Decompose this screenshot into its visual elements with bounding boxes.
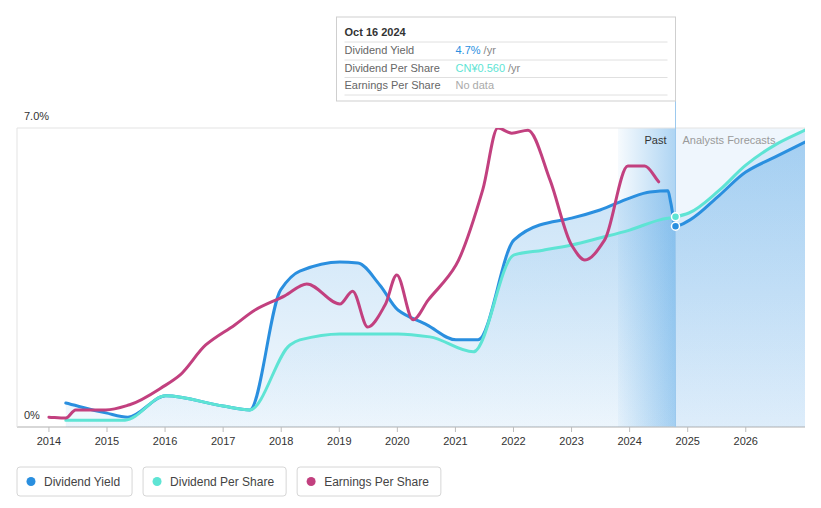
legend-box[interactable] bbox=[143, 467, 286, 496]
legend-swatch bbox=[27, 477, 36, 486]
x-tick bbox=[339, 427, 340, 432]
tooltip-unit: /yr bbox=[484, 44, 497, 56]
tooltip-separator bbox=[345, 42, 668, 43]
x-tick-label: 2015 bbox=[95, 435, 119, 447]
y-axis bbox=[17, 128, 18, 427]
x-tick-label: 2023 bbox=[559, 435, 583, 447]
tooltip-value-text: No data bbox=[456, 79, 495, 91]
x-tick-label: 2025 bbox=[675, 435, 699, 447]
series-line bbox=[49, 128, 659, 418]
x-tick bbox=[629, 427, 630, 432]
legend-item[interactable]: Earnings Per Share bbox=[297, 467, 441, 496]
tooltip-value-text: 4.7% bbox=[456, 44, 481, 56]
tooltip-separator bbox=[345, 95, 668, 96]
x-tick-label: 2017 bbox=[211, 435, 235, 447]
x-tick-label: 2020 bbox=[385, 435, 409, 447]
x-tick bbox=[107, 427, 108, 432]
tooltip: Oct 16 2024Dividend Yield4.7%/yrDividend… bbox=[337, 17, 676, 101]
tooltip-label: Dividend Yield bbox=[345, 44, 415, 56]
y-tick-label: 0% bbox=[24, 409, 40, 421]
legend-swatch bbox=[153, 477, 162, 486]
tooltip-label: Dividend Per Share bbox=[345, 62, 440, 74]
hover-dot bbox=[672, 213, 680, 221]
legend-item[interactable]: Dividend Per Share bbox=[143, 467, 286, 496]
tooltip-value-text: CN¥0.560 bbox=[456, 62, 506, 74]
tooltip-box bbox=[337, 17, 676, 101]
x-tick bbox=[223, 427, 224, 432]
hover-dot bbox=[672, 222, 680, 230]
x-tick-label: 2016 bbox=[153, 435, 177, 447]
legend-box[interactable] bbox=[17, 467, 132, 496]
x-tick bbox=[745, 427, 746, 432]
annotation-label: Analysts Forecasts bbox=[683, 134, 776, 146]
grid-line bbox=[17, 128, 805, 129]
lines bbox=[49, 128, 805, 420]
tooltip-label: Earnings Per Share bbox=[345, 79, 441, 91]
x-tick-label: 2022 bbox=[501, 435, 525, 447]
x-tick bbox=[281, 427, 282, 432]
x-tick bbox=[455, 427, 456, 432]
legend-box[interactable] bbox=[297, 467, 441, 496]
legend-item[interactable]: Dividend Yield bbox=[17, 467, 132, 496]
legend-label: Earnings Per Share bbox=[324, 475, 429, 489]
tooltip-separator bbox=[345, 60, 668, 61]
x-tick-label: 2024 bbox=[617, 435, 641, 447]
marks bbox=[49, 128, 805, 427]
chart: 0% 7.0% 2014 2015 2016 2017 2018 2019 2020 2021 20… bbox=[0, 0, 821, 508]
legend-label: Dividend Yield bbox=[44, 475, 120, 489]
x-tick-label: 2021 bbox=[443, 435, 467, 447]
x-tick bbox=[48, 427, 49, 432]
x-tick-label: 2026 bbox=[734, 435, 758, 447]
x-tick bbox=[687, 427, 688, 432]
legend-label: Dividend Per Share bbox=[170, 475, 274, 489]
x-tick bbox=[397, 427, 398, 432]
tooltip-value: No data bbox=[456, 79, 495, 91]
legend-swatch bbox=[307, 477, 316, 486]
area-fill bbox=[66, 130, 805, 427]
tooltip-value: CN¥0.560/yr bbox=[456, 62, 521, 74]
y-tick-label: 7.0% bbox=[24, 110, 49, 122]
x-tick bbox=[571, 427, 572, 432]
tooltip-separator bbox=[345, 77, 668, 78]
x-tick-label: 2019 bbox=[327, 435, 351, 447]
tooltip-unit: /yr bbox=[508, 62, 521, 74]
tooltip-title: Oct 16 2024 bbox=[345, 26, 407, 38]
area-fills bbox=[66, 130, 805, 427]
x-tick-label: 2018 bbox=[269, 435, 293, 447]
legend: Dividend Yield Dividend Per Share Earnings… bbox=[17, 467, 441, 496]
x-tick-label: 2014 bbox=[37, 435, 61, 447]
tooltip-value: 4.7%/yr bbox=[456, 44, 497, 56]
x-tick bbox=[513, 427, 514, 432]
annotation-label: Past bbox=[644, 134, 666, 146]
x-tick bbox=[165, 427, 166, 432]
